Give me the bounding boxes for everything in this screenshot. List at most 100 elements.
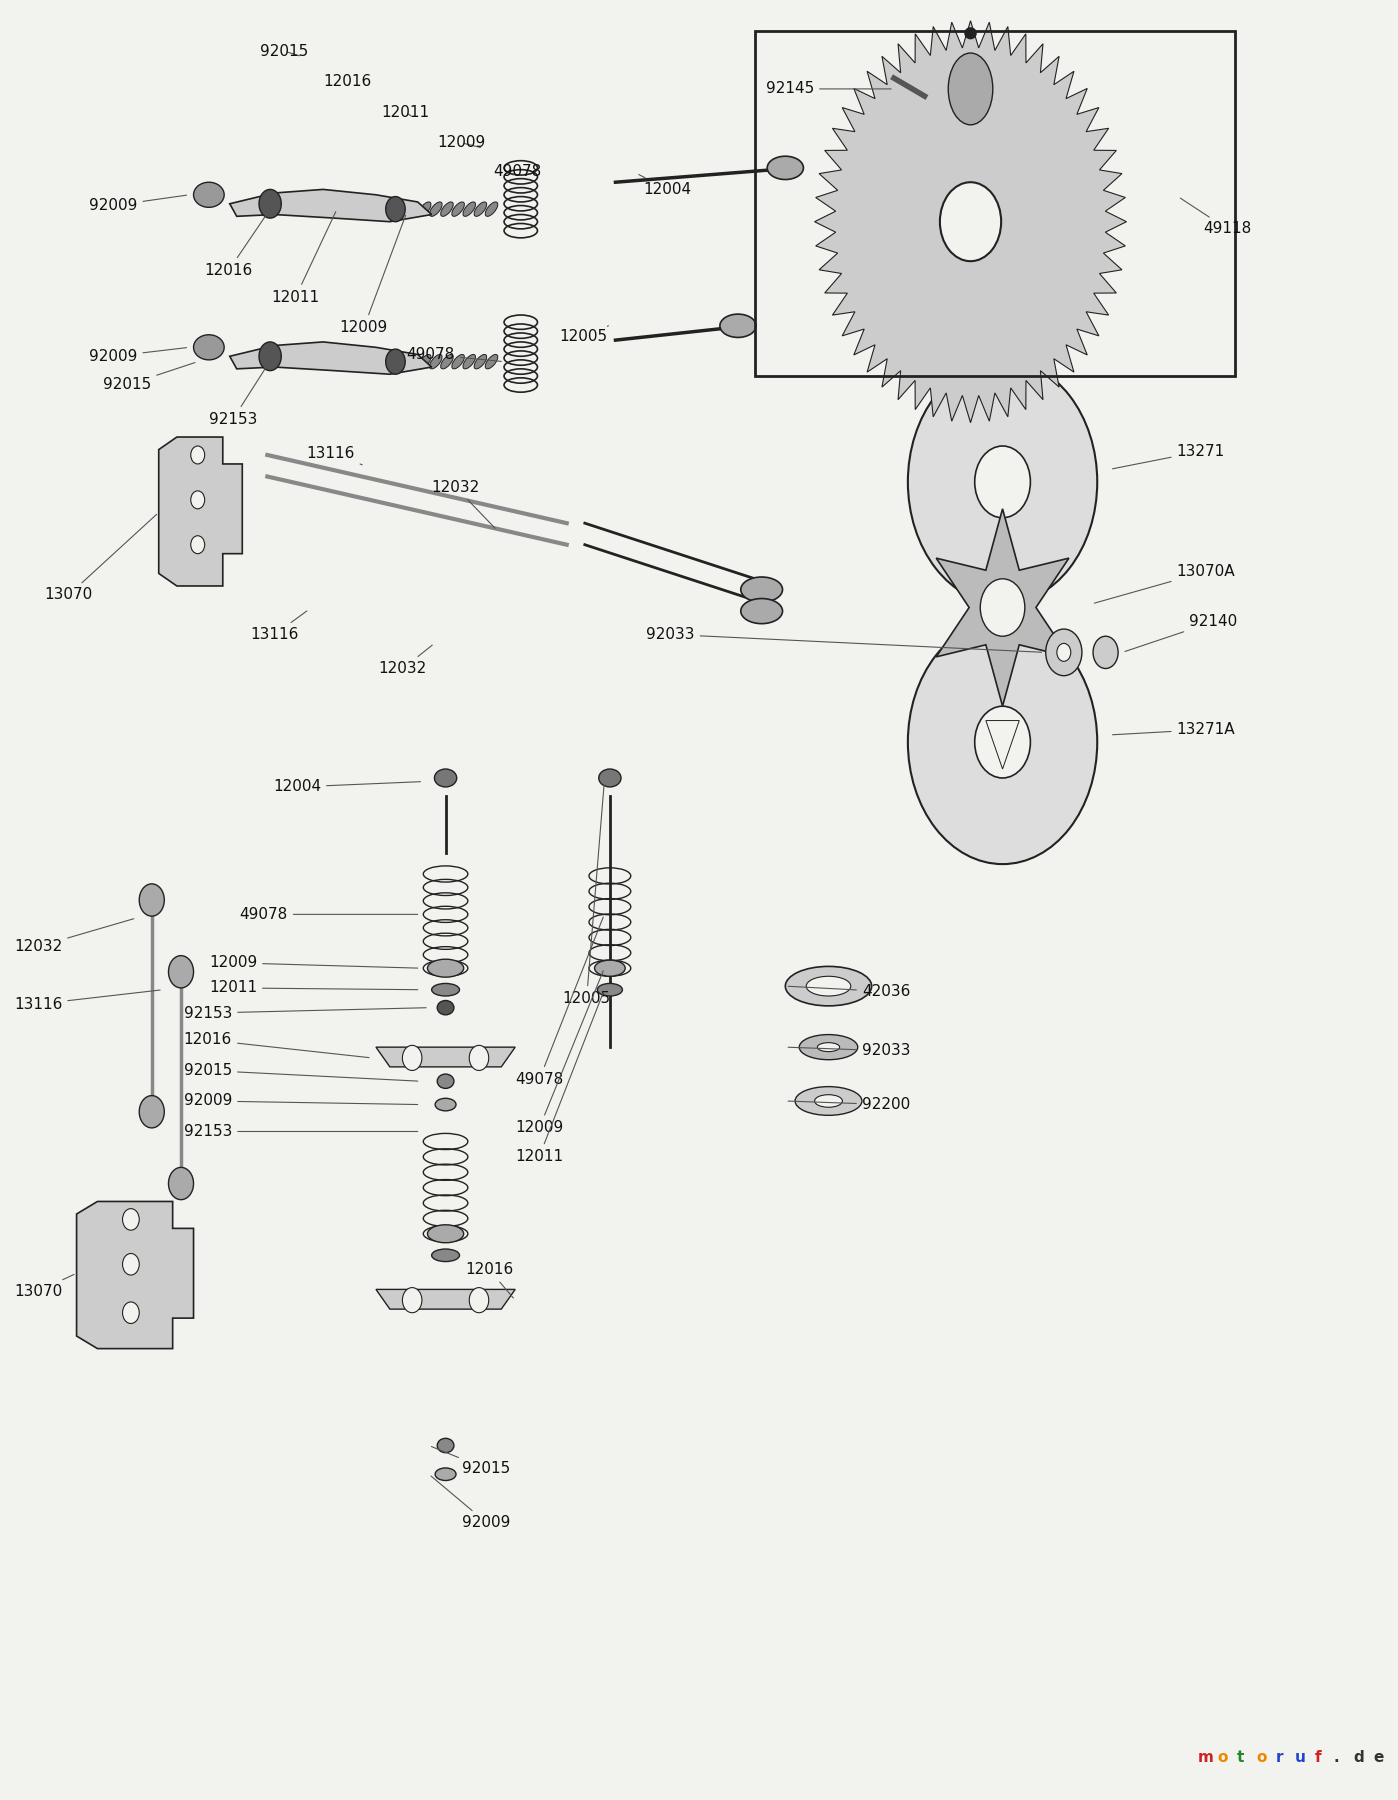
Ellipse shape [741, 578, 783, 603]
Circle shape [974, 446, 1030, 518]
Circle shape [169, 1168, 193, 1199]
Text: 12016: 12016 [183, 1033, 369, 1058]
Ellipse shape [463, 202, 475, 216]
Text: e: e [1373, 1750, 1383, 1766]
Text: 12005: 12005 [562, 785, 611, 1006]
Circle shape [123, 1208, 140, 1229]
Circle shape [386, 196, 405, 221]
Text: 12032: 12032 [379, 644, 432, 677]
Circle shape [169, 956, 193, 988]
Text: t: t [1236, 1750, 1244, 1766]
Ellipse shape [438, 1001, 454, 1015]
Circle shape [470, 1046, 489, 1071]
Text: 12032: 12032 [432, 481, 495, 529]
Ellipse shape [435, 1098, 456, 1111]
Circle shape [1057, 643, 1071, 661]
Text: 12016: 12016 [204, 211, 268, 277]
Text: 12004: 12004 [273, 779, 421, 794]
Ellipse shape [815, 1094, 843, 1107]
Circle shape [190, 446, 204, 464]
Text: r: r [1275, 1750, 1283, 1766]
Text: 92153: 92153 [183, 1006, 426, 1021]
Ellipse shape [432, 983, 460, 995]
Ellipse shape [795, 1087, 863, 1116]
Text: 13070: 13070 [45, 515, 157, 603]
Text: 92009: 92009 [431, 1476, 510, 1530]
Text: 13271: 13271 [1113, 445, 1225, 468]
Text: 13070A: 13070A [1095, 563, 1236, 603]
Circle shape [259, 189, 281, 218]
Polygon shape [229, 342, 432, 374]
Text: 49078: 49078 [407, 347, 502, 362]
Text: m: m [1198, 1750, 1213, 1766]
Circle shape [140, 1096, 165, 1129]
Ellipse shape [418, 355, 431, 369]
Text: 13271A: 13271A [1113, 722, 1236, 736]
Text: 13116: 13116 [306, 446, 362, 464]
Bar [755, 31, 1234, 376]
Ellipse shape [429, 355, 442, 369]
Text: 12009: 12009 [340, 216, 405, 335]
Text: 12011: 12011 [516, 992, 604, 1165]
Polygon shape [77, 1201, 193, 1348]
Ellipse shape [440, 202, 453, 216]
Circle shape [1046, 628, 1082, 675]
Ellipse shape [452, 355, 464, 369]
Text: 49118: 49118 [1180, 198, 1251, 236]
Text: .: . [1334, 1750, 1339, 1766]
Text: o: o [1255, 1750, 1267, 1766]
Text: 92153: 92153 [208, 367, 266, 427]
Circle shape [123, 1301, 140, 1323]
Ellipse shape [452, 202, 464, 216]
Ellipse shape [597, 983, 622, 995]
Ellipse shape [800, 1035, 858, 1060]
Ellipse shape [965, 27, 976, 38]
Ellipse shape [435, 1469, 456, 1481]
Ellipse shape [948, 52, 993, 124]
Text: 92200: 92200 [788, 1096, 910, 1112]
Ellipse shape [598, 769, 621, 787]
Circle shape [974, 706, 1030, 778]
Ellipse shape [807, 976, 851, 995]
Text: 92015: 92015 [183, 1064, 418, 1082]
Polygon shape [376, 1048, 516, 1067]
Ellipse shape [418, 202, 431, 216]
Text: 12032: 12032 [14, 918, 134, 954]
Ellipse shape [485, 355, 498, 369]
Circle shape [907, 360, 1097, 605]
Ellipse shape [438, 1438, 454, 1453]
Text: 92153: 92153 [183, 1123, 418, 1139]
Circle shape [403, 1046, 422, 1071]
Text: 13116: 13116 [14, 990, 161, 1012]
Text: 12011: 12011 [382, 104, 429, 121]
Ellipse shape [786, 967, 872, 1006]
Text: 12011: 12011 [208, 981, 418, 995]
Circle shape [403, 1287, 422, 1312]
Text: 13116: 13116 [250, 610, 308, 643]
Text: 49078: 49078 [516, 916, 604, 1087]
Text: 92033: 92033 [646, 626, 1042, 652]
Circle shape [1093, 635, 1118, 668]
Circle shape [259, 342, 281, 371]
Text: 12016: 12016 [466, 1262, 513, 1298]
Text: 12009: 12009 [438, 135, 485, 149]
Circle shape [980, 580, 1025, 635]
Text: 13070: 13070 [14, 1274, 74, 1298]
Text: 49078: 49078 [493, 164, 541, 178]
Ellipse shape [429, 202, 442, 216]
Polygon shape [229, 189, 432, 221]
Text: 12011: 12011 [271, 212, 336, 304]
Text: 49078: 49078 [239, 907, 418, 922]
Circle shape [190, 491, 204, 509]
Text: 12004: 12004 [639, 175, 692, 196]
Ellipse shape [463, 355, 475, 369]
Circle shape [190, 536, 204, 554]
Text: 92015: 92015 [260, 43, 309, 59]
Ellipse shape [432, 1249, 460, 1262]
Polygon shape [815, 22, 1127, 423]
Polygon shape [986, 720, 1019, 769]
Ellipse shape [193, 335, 224, 360]
Text: 12009: 12009 [208, 956, 418, 970]
Text: 42036: 42036 [788, 985, 910, 999]
Text: 12005: 12005 [559, 326, 608, 344]
